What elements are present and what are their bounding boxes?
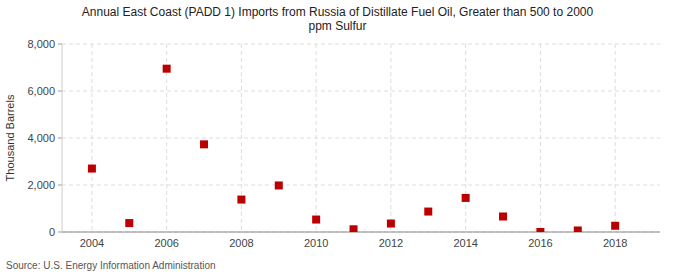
grid-line-y xyxy=(62,185,660,186)
grid-line-x xyxy=(465,44,466,232)
point xyxy=(237,196,245,204)
grid-line-y xyxy=(62,232,660,233)
y-axis-line xyxy=(62,44,63,232)
point xyxy=(200,140,208,148)
point xyxy=(163,65,171,73)
grid-line-y xyxy=(62,138,660,139)
point xyxy=(387,220,395,228)
point xyxy=(499,212,507,220)
points xyxy=(88,65,619,232)
grid-line-y xyxy=(62,44,660,45)
grid-line-x xyxy=(615,44,616,232)
grid-line-x xyxy=(390,44,391,232)
y-axis-label: Thousand Barrels xyxy=(4,94,16,181)
point xyxy=(536,228,544,232)
chart-container: Annual East Coast (PADD 1) Imports from … xyxy=(0,0,675,275)
tick-label-x: 2016 xyxy=(528,237,552,249)
tick-label-x: 2012 xyxy=(379,237,403,249)
tick-label-y: 0 xyxy=(49,226,55,238)
title-line: ppm Sulfur xyxy=(308,19,366,33)
grid-line-x xyxy=(316,44,317,232)
point xyxy=(462,194,470,202)
tick-label-y: 4,000 xyxy=(27,132,55,144)
grid-line-x xyxy=(540,44,541,232)
point xyxy=(350,225,358,232)
tick-label-x: 2014 xyxy=(453,237,477,249)
point xyxy=(424,208,432,216)
point xyxy=(275,181,283,189)
tick-label-x: 2006 xyxy=(154,237,178,249)
tick-y xyxy=(58,138,62,139)
tick-label-y: 6,000 xyxy=(27,85,55,97)
grid-line-x xyxy=(241,44,242,232)
tick-label-x: 2010 xyxy=(304,237,328,249)
point xyxy=(312,216,320,224)
title: Annual East Coast (PADD 1) Imports from … xyxy=(82,5,594,33)
title-line: Annual East Coast (PADD 1) Imports from … xyxy=(82,5,594,19)
grid-line-y xyxy=(62,91,660,92)
source: Source: U.S. Energy Information Administ… xyxy=(6,260,216,271)
point xyxy=(88,165,96,173)
tick-label-y: 8,000 xyxy=(27,38,55,50)
grid xyxy=(62,44,660,232)
point xyxy=(574,226,582,232)
point xyxy=(611,222,619,230)
tick-y xyxy=(58,232,62,233)
tick-label-x: 2018 xyxy=(603,237,627,249)
grid-line-x xyxy=(91,44,92,232)
chart: Annual East Coast (PADD 1) Imports from … xyxy=(0,0,675,275)
axes: 0 2,000 4,000 6,000 8,000 2004 2006 2008 2010 201… xyxy=(27,38,660,249)
tick-y xyxy=(58,44,62,45)
x-axis-line xyxy=(62,232,660,233)
tick-y xyxy=(58,185,62,186)
point xyxy=(125,219,133,227)
tick-y xyxy=(58,91,62,92)
tick-label-y: 2,000 xyxy=(27,179,55,191)
tick-label-x: 2008 xyxy=(229,237,253,249)
tick-label-x: 2004 xyxy=(80,237,104,249)
